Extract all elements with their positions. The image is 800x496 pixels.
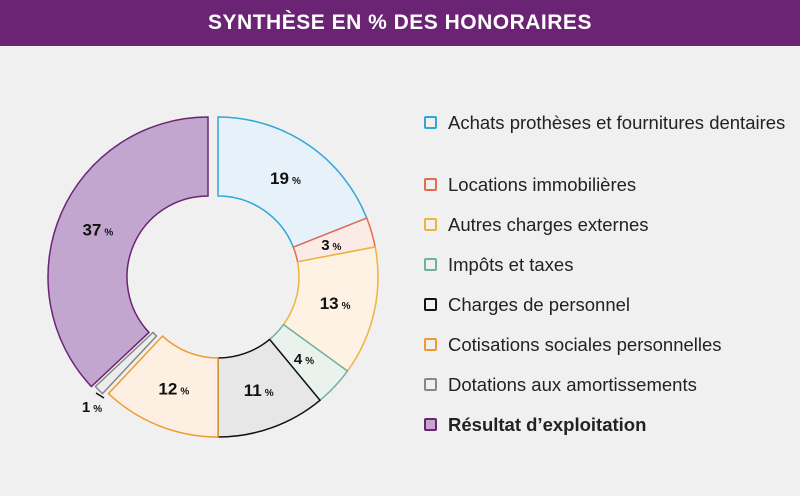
legend-item: Résultat d’exploitation — [424, 414, 800, 436]
chart-title: SYNTHÈSE EN % DES HONORAIRES — [0, 0, 800, 46]
donut-slice — [217, 116, 368, 249]
legend-label: Dotations aux amortissements — [448, 374, 697, 395]
slice-label: 12% — [158, 380, 189, 399]
slice-label: 3% — [321, 237, 341, 254]
legend-swatch — [424, 116, 437, 129]
legend-item: Charges de personnel — [424, 294, 800, 316]
legend-swatch — [424, 338, 437, 351]
legend-label: Impôts et taxes — [448, 254, 574, 275]
legend-swatch — [424, 298, 437, 311]
slice-label: 19% — [270, 169, 301, 188]
legend-label: Autres charges externes — [448, 214, 649, 235]
legend-swatch — [424, 218, 437, 231]
legend-item: Dotations aux amortissements — [424, 374, 800, 396]
slice-label: 11% — [244, 381, 274, 400]
donut-chart: 19 % 3 % 13 % 4 % 11 % 12 % 1 % 37% — [47, 116, 379, 438]
legend-item: Locations immobilières — [424, 174, 800, 196]
leader-line — [95, 392, 105, 399]
legend-swatch — [424, 178, 437, 191]
donut-slice — [47, 116, 209, 388]
legend-label: Cotisations sociales personnelles — [448, 334, 722, 355]
legend-label: Achats prothèses et fournitures dentaire… — [448, 112, 786, 133]
legend-swatch — [424, 378, 437, 391]
legend-swatch — [424, 418, 437, 431]
donut-slice — [107, 334, 219, 438]
legend-item: Autres charges externes — [424, 214, 800, 236]
legend-item: Achats prothèses et fournitures dentaire… — [424, 112, 800, 134]
legend-label: Charges de personnel — [448, 294, 631, 315]
legend-item: Cotisations sociales personnelles — [424, 334, 800, 356]
legend-label: Locations immobilières — [448, 174, 637, 195]
slice-label: 1% — [82, 399, 102, 416]
donut-slice — [94, 331, 158, 395]
slice-label: 4% — [294, 351, 314, 368]
slice-label: 13% — [320, 294, 351, 313]
legend-swatch — [424, 258, 437, 271]
legend-label: Résultat d’exploitation — [448, 414, 647, 435]
slice-label: 37% — [82, 220, 113, 239]
legend-item: Impôts et taxes — [424, 254, 800, 276]
